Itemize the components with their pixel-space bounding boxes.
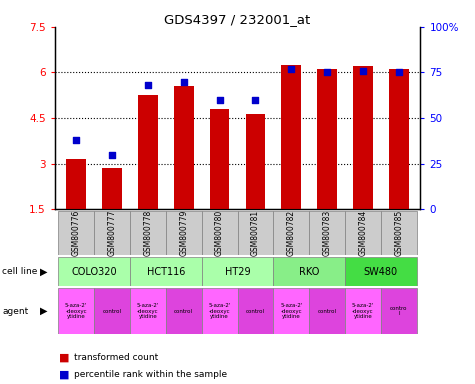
Bar	[94, 288, 130, 334]
Point	[180, 79, 188, 85]
Point	[216, 97, 223, 103]
Bar	[202, 288, 238, 334]
Bar	[309, 288, 345, 334]
Text: GSM800781: GSM800781	[251, 210, 260, 257]
Bar	[130, 257, 202, 286]
Bar	[309, 211, 345, 255]
Bar	[281, 65, 301, 209]
Bar	[273, 288, 309, 334]
Bar	[58, 288, 94, 334]
Text: agent: agent	[2, 306, 28, 316]
Bar	[130, 211, 166, 255]
Bar	[238, 211, 273, 255]
Text: control: control	[246, 308, 265, 314]
Text: contro
l: contro l	[390, 306, 408, 316]
Point	[144, 82, 152, 88]
Text: ■: ■	[59, 369, 70, 379]
Point	[323, 70, 331, 76]
Text: 5-aza-2'
-deoxyc
ytidine: 5-aza-2' -deoxyc ytidine	[137, 303, 159, 319]
Bar	[202, 257, 273, 286]
Point	[395, 70, 403, 76]
Text: GSM800779: GSM800779	[179, 210, 188, 257]
Text: GSM800778: GSM800778	[143, 210, 152, 257]
Text: ■: ■	[59, 353, 70, 363]
Bar	[94, 211, 130, 255]
Bar	[102, 168, 122, 209]
Point	[252, 97, 259, 103]
Text: GSM800782: GSM800782	[287, 210, 296, 257]
Text: GSM800776: GSM800776	[72, 210, 81, 257]
Bar	[58, 257, 130, 286]
Text: GSM800780: GSM800780	[215, 210, 224, 257]
Text: GSM800777: GSM800777	[107, 210, 116, 257]
Bar	[130, 288, 166, 334]
Text: transformed count: transformed count	[74, 353, 158, 362]
Text: 5-aza-2'
-deoxyc
ytidine: 5-aza-2' -deoxyc ytidine	[65, 303, 87, 319]
Bar	[166, 211, 202, 255]
Bar	[209, 109, 229, 209]
Title: GDS4397 / 232001_at: GDS4397 / 232001_at	[164, 13, 311, 26]
Point	[359, 68, 367, 74]
Bar	[238, 288, 273, 334]
Text: control: control	[318, 308, 337, 314]
Bar	[138, 95, 158, 209]
Bar	[381, 288, 417, 334]
Bar	[166, 288, 202, 334]
Bar	[174, 86, 194, 209]
Text: HCT116: HCT116	[147, 266, 185, 277]
Bar	[381, 211, 417, 255]
Text: 5-aza-2'
-deoxyc
ytidine: 5-aza-2' -deoxyc ytidine	[352, 303, 374, 319]
Text: COLO320: COLO320	[71, 266, 117, 277]
Text: ▶: ▶	[40, 266, 48, 277]
Bar	[58, 211, 94, 255]
Text: cell line: cell line	[2, 267, 38, 276]
Text: SW480: SW480	[364, 266, 398, 277]
Point	[72, 137, 80, 143]
Bar	[345, 257, 417, 286]
Text: control: control	[174, 308, 193, 314]
Bar	[202, 211, 238, 255]
Text: HT29: HT29	[225, 266, 250, 277]
Bar	[345, 211, 381, 255]
Text: 5-aza-2'
-deoxyc
ytidine: 5-aza-2' -deoxyc ytidine	[280, 303, 303, 319]
Bar	[66, 159, 86, 209]
Bar	[345, 288, 381, 334]
Text: 5-aza-2'
-deoxyc
ytidine: 5-aza-2' -deoxyc ytidine	[209, 303, 231, 319]
Text: control: control	[103, 308, 122, 314]
Bar	[317, 70, 337, 209]
Text: RKO: RKO	[299, 266, 319, 277]
Point	[287, 66, 295, 72]
Point	[108, 152, 116, 158]
Text: percentile rank within the sample: percentile rank within the sample	[74, 370, 227, 379]
Text: GSM800784: GSM800784	[359, 210, 368, 257]
Bar	[273, 257, 345, 286]
Bar	[273, 211, 309, 255]
Bar	[246, 114, 266, 209]
Bar	[353, 66, 373, 209]
Bar	[389, 70, 408, 209]
Text: ▶: ▶	[40, 306, 48, 316]
Text: GSM800785: GSM800785	[394, 210, 403, 257]
Text: GSM800783: GSM800783	[323, 210, 332, 257]
